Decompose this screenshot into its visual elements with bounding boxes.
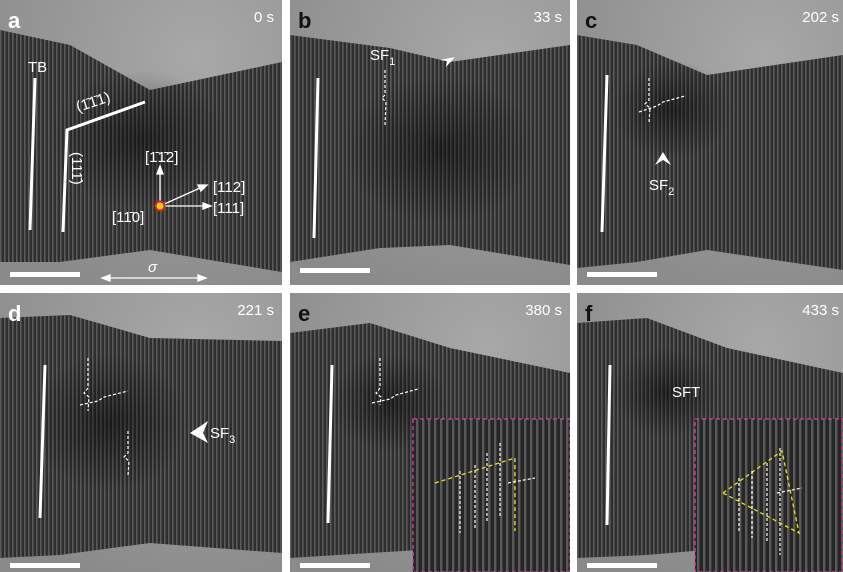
label-text: SF [210, 425, 229, 442]
panel-letter: e [298, 301, 310, 326]
label: σ [148, 259, 158, 276]
decoration [587, 272, 657, 277]
time-label: 202 s [802, 9, 839, 26]
decoration [340, 75, 540, 225]
label: [11̄0] [112, 209, 144, 226]
time-label: 0 s [254, 9, 274, 26]
decoration [156, 202, 165, 211]
decoration [10, 563, 80, 568]
decoration [300, 268, 370, 273]
panel-e: e 380 s [290, 293, 570, 572]
decoration [413, 419, 570, 572]
panel-letter: d [8, 301, 21, 326]
decoration [300, 563, 370, 568]
decoration [612, 60, 732, 160]
panel-letter: a [8, 8, 21, 33]
label: (111̄) [68, 152, 85, 185]
time-label: 433 s [802, 302, 839, 319]
panel-c: c 202 s SF2 [577, 0, 843, 285]
panel-b: b 33 s SF1 [290, 0, 570, 285]
label: [112] [213, 179, 245, 196]
time-label: 221 s [237, 302, 274, 319]
label: [111] [213, 200, 244, 217]
panel-letter: b [298, 8, 311, 33]
label: SFT [672, 384, 700, 401]
decoration [30, 353, 190, 493]
label: TB [28, 59, 47, 76]
label-text: SF [649, 177, 668, 194]
panel-d: d 221 s SF3 [0, 293, 282, 572]
decoration [587, 563, 657, 568]
label: [1̄1̄2] [145, 149, 178, 166]
panel-letter: c [585, 8, 597, 33]
figure: a 0 s TB (1̄1̄1) (111̄) [1̄1̄2] [112] [1… [0, 0, 843, 572]
time-label: 33 s [534, 9, 562, 26]
label-subscript: 3 [229, 434, 235, 446]
panel-a: a 0 s TB (1̄1̄1) (111̄) [1̄1̄2] [112] [1… [0, 0, 282, 285]
label-text: SF [370, 47, 389, 64]
time-label: 380 s [525, 302, 562, 319]
panel-letter: f [585, 301, 593, 326]
label-subscript: 1 [389, 56, 395, 68]
decoration [10, 272, 80, 277]
decoration [695, 419, 843, 572]
panel-f: f 433 s SFT [577, 293, 843, 572]
label-subscript: 2 [668, 186, 674, 198]
